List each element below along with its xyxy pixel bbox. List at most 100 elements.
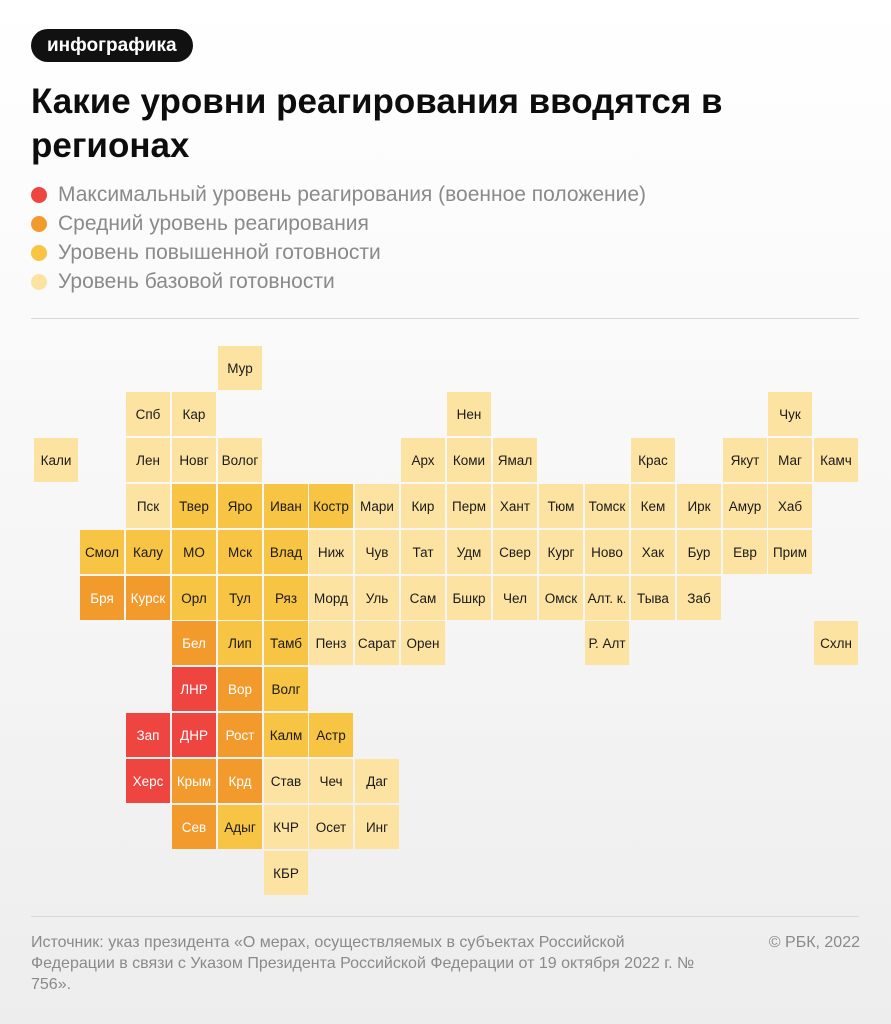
region-tile: Заб [677,576,721,620]
region-tile: Бел [172,621,216,665]
region-tile: Твер [172,484,216,528]
legend-item-high: Уровень повышенной готовности [31,238,646,267]
region-tile: Лен [126,438,170,482]
region-tile: Новг [172,438,216,482]
region-tile: Волг [264,667,308,711]
region-tile: Схлн [814,621,858,665]
region-tile: Крд [218,759,262,803]
region-tile: Ряз [264,576,308,620]
region-tile: Якут [723,438,767,482]
region-tile: Тюм [539,484,583,528]
region-tile: Калу [126,530,170,574]
region-tile: Маг [768,438,812,482]
region-tile: Крас [631,438,675,482]
legend-item-max: Максимальный уровень реагирования (военн… [31,180,646,209]
top-divider [31,318,859,319]
region-tile: Тат [401,530,445,574]
source-note: Источник: указ президента «О мерах, осущ… [31,934,695,993]
region-tile: Чук [768,392,812,436]
region-tile: Вор [218,667,262,711]
region-tile: МО [172,530,216,574]
region-tile: Иван [264,484,308,528]
region-tile: Мари [355,484,399,528]
legend-label-high: Уровень повышенной готовности [58,240,381,264]
region-tile: Ново [585,530,629,574]
region-tile: Рост [218,713,262,757]
region-tile: Морд [309,576,353,620]
region-tile: Омск [539,576,583,620]
region-tile: Сев [172,805,216,849]
bottom-divider [31,916,859,917]
region-tile: Кург [539,530,583,574]
legend: Максимальный уровень реагирования (военн… [31,180,646,296]
region-tile: Нен [447,392,491,436]
region-tile: Тамб [264,621,308,665]
region-tile: Арх [401,438,445,482]
region-tile: Чеч [309,759,353,803]
region-tile: Астр [309,713,353,757]
region-tile: Орен [401,621,445,665]
region-tile: Бшкр [447,576,491,620]
region-tile: Калм [264,713,308,757]
region-tile: Адыг [218,805,262,849]
region-tile: Костр [309,484,353,528]
region-tile: Перм [447,484,491,528]
legend-dot-high [31,244,47,261]
region-tile: Тыва [631,576,675,620]
region-tile: Сарат [355,621,399,665]
region-tile: Томск [585,484,629,528]
region-tile: Бур [677,530,721,574]
region-tile: Кали [34,438,78,482]
region-tile: Кир [401,484,445,528]
legend-dot-base [31,273,47,290]
region-tile: Яро [218,484,262,528]
region-tile: КЧР [264,805,308,849]
legend-dot-max [31,186,47,203]
region-tile: Став [264,759,308,803]
region-tile: Влад [264,530,308,574]
region-tile: Камч [814,438,858,482]
region-tile: Тул [218,576,262,620]
copyright: © РБК, 2022 [768,934,860,951]
region-tile: Р. Алт [585,621,629,665]
region-tile: Спб [126,392,170,436]
region-tile: ДНР [172,713,216,757]
region-tile: Херс [126,759,170,803]
region-tile: Хак [631,530,675,574]
region-tile: Прим [768,530,812,574]
legend-label-mid: Средний уровень реагирования [58,211,369,235]
infographic-badge: инфографика [31,29,193,62]
region-tile: Ямал [493,438,537,482]
region-tile: Мск [218,530,262,574]
region-tile: Хант [493,484,537,528]
region-tile: Амур [723,484,767,528]
region-tile: Пенз [309,621,353,665]
region-tile: Чув [355,530,399,574]
region-tile: Евр [723,530,767,574]
region-tile: Смол [80,530,124,574]
legend-dot-mid [31,215,47,232]
region-tile: Сам [401,576,445,620]
region-tile: ЛНР [172,667,216,711]
region-tile: Алт. к. [585,576,629,620]
page-title: Какие уровни реагирования вводятся в рег… [31,82,723,165]
region-tile: Бря [80,576,124,620]
region-tile: Зап [126,713,170,757]
region-tile: Орл [172,576,216,620]
region-tile: Ирк [677,484,721,528]
region-tile: Мур [218,346,262,390]
region-tile: КБР [264,851,308,895]
region-tile: Чел [493,576,537,620]
region-tile: Коми [447,438,491,482]
region-tile: Лип [218,621,262,665]
region-tile: Ниж [309,530,353,574]
region-tile: Волог [218,438,262,482]
region-tile: Кар [172,392,216,436]
region-tile: Кем [631,484,675,528]
region-tile: Удм [447,530,491,574]
legend-item-mid: Средний уровень реагирования [31,209,646,238]
region-tile: Осет [309,805,353,849]
region-tile: Свер [493,530,537,574]
legend-label-max: Максимальный уровень реагирования (военн… [58,182,647,206]
